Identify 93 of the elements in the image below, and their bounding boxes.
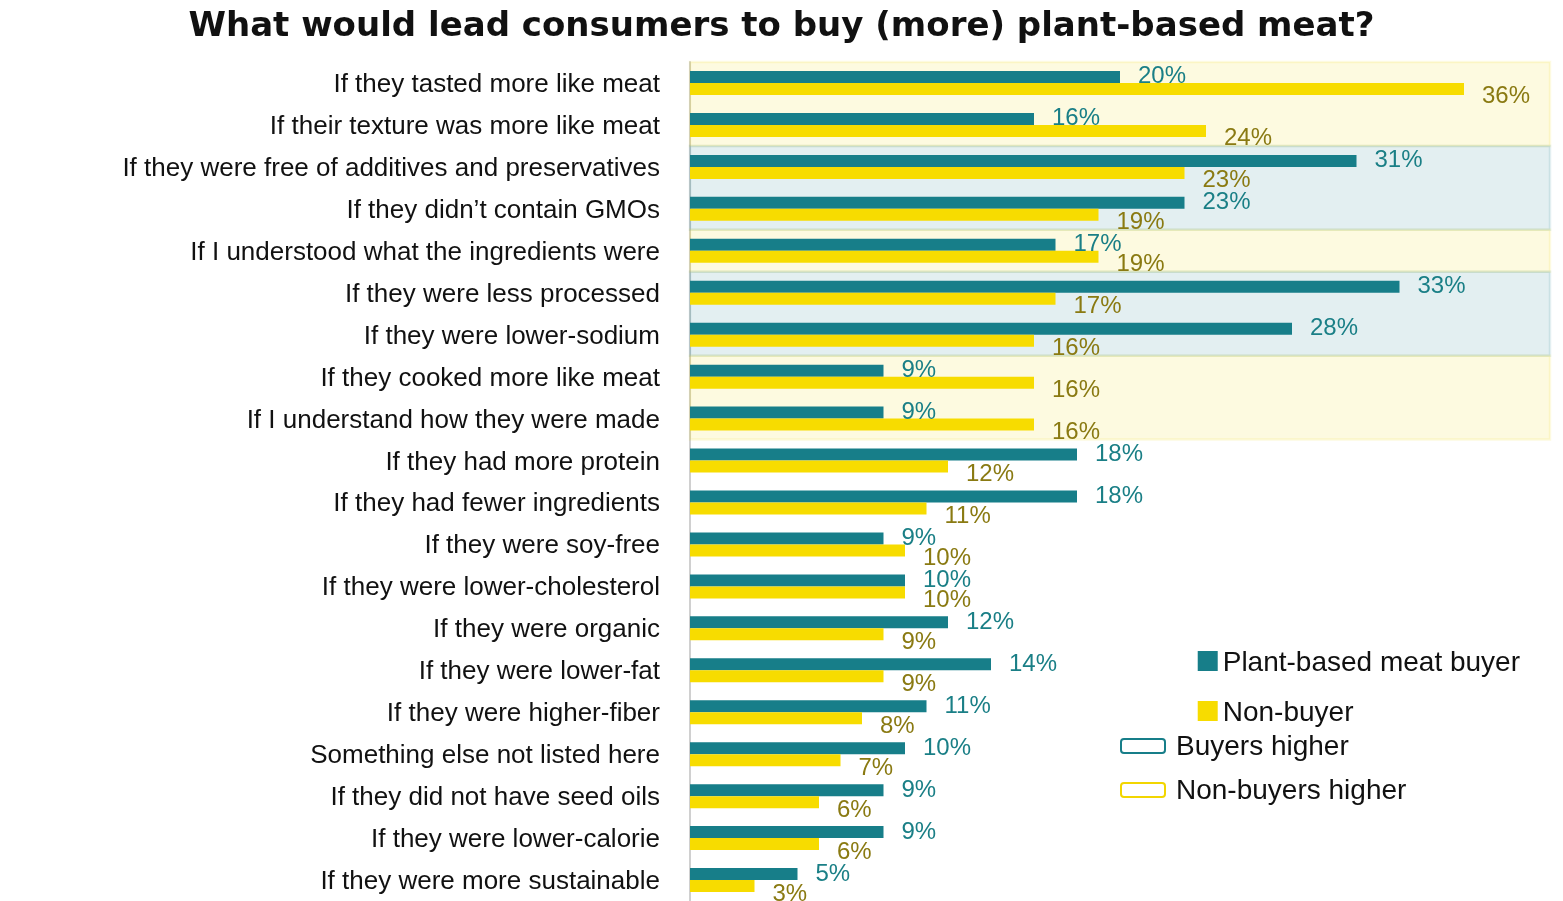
y-tick-label: If they tasted more like meat [333,67,661,98]
bar [690,322,1292,335]
data-label: 16% [1052,375,1101,403]
y-tick-label: If they had fewer ingredients [333,487,660,518]
data-label: 9% [901,397,937,425]
y-tick-label: If their texture was more like meat [269,109,661,140]
bar [690,166,1185,179]
data-label: 11% [944,690,991,718]
bar [690,292,1056,305]
y-tick-label: If they were soy-free [424,529,660,560]
y-tick-label: If they were less processed [344,277,660,308]
y-tick-label: If they were more sustainable [320,865,660,896]
bar [690,658,991,671]
bar [690,784,884,797]
bar [690,826,884,839]
data-label: 16% [1052,103,1101,131]
chart-title: What would lead consumers to buy (more) plant-based meat? [188,4,1375,44]
legend-label: Buyers higher [1176,730,1349,762]
bar [690,154,1357,167]
data-label: 19% [1116,207,1165,235]
bar [690,712,862,725]
data-label: 9% [901,774,937,802]
bar [690,628,884,641]
data-label: 7% [858,752,894,780]
data-label: 8% [880,710,915,738]
data-label: 20% [1138,61,1187,89]
bar [690,490,1077,503]
bar [690,124,1206,137]
bar [690,334,1034,347]
bar [690,880,755,893]
bar [690,280,1400,293]
data-label: 11% [944,500,991,528]
data-label: 18% [1095,480,1144,508]
bar [690,406,884,419]
data-label: 10% [923,732,972,760]
bar [690,250,1099,263]
bar [690,238,1056,251]
y-tick-label: If they were lower-calorie [371,823,660,854]
data-label: 14% [1009,648,1058,676]
bar [690,364,884,377]
legend-label: Non-buyers higher [1176,774,1407,806]
data-label: 6% [837,794,872,822]
y-tick-label: If they cooked more like meat [320,361,661,392]
bar [690,670,884,683]
bar [690,868,798,881]
y-tick-label: If they didn’t contain GMOs [346,193,660,224]
bar [690,70,1120,83]
y-tick-label: If they had more protein [385,445,660,476]
data-label: 17% [1073,291,1122,319]
bar [690,418,1034,431]
data-label: 33% [1417,271,1466,299]
bar [690,586,905,599]
bar [690,574,905,587]
data-label: 3% [772,878,808,901]
y-tick-label: If they were lower-cholesterol [321,571,660,602]
data-label: 9% [901,626,937,654]
data-label: 9% [901,668,937,696]
bar [690,532,884,545]
bar [690,616,948,629]
y-tick-label: If I understand how they were made [246,403,660,434]
bar [690,82,1464,95]
bar [690,376,1034,389]
data-label: 16% [1052,333,1101,361]
data-label: 36% [1482,81,1531,109]
bar [690,196,1185,209]
bar [690,448,1077,461]
bar [690,112,1034,125]
y-tick-label: If they were lower-fat [418,655,661,686]
data-label: 28% [1310,313,1359,341]
bar [690,502,927,515]
legend-label: Non-buyer [1222,695,1354,727]
y-tick-label: If they did not have seed oils [330,781,660,812]
data-label: 12% [966,459,1015,487]
bar [690,700,927,713]
bar [690,544,905,557]
data-label: 31% [1374,145,1423,173]
data-label: 9% [901,816,937,844]
y-tick-label: If they were organic [433,613,660,644]
legend-label: Plant-based meat buyer [1222,645,1520,677]
bar [690,208,1099,221]
data-label: 12% [966,606,1015,634]
bar [690,754,841,767]
y-tick-label: If I understood what the ingredients were [190,235,660,266]
y-tick-label: If they were higher-fiber [386,697,661,728]
bar [690,742,905,755]
data-label: 24% [1224,123,1273,151]
bar [690,796,819,809]
bar [690,838,819,851]
y-tick-label: Something else not listed here [310,739,660,770]
y-tick-label: If they were lower-sodium [363,319,660,350]
bar [690,460,948,473]
data-label: 9% [901,355,937,383]
y-tick-label: If they were free of additives and preservatives [122,151,660,182]
